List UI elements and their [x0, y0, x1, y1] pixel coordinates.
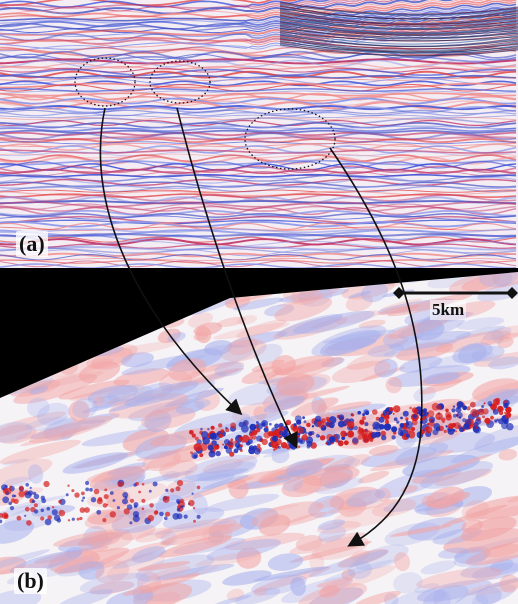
panel-a-label: (a) — [16, 231, 48, 257]
seismic-section-image — [0, 0, 518, 268]
panel-a-seismic-section — [0, 0, 518, 268]
panel-b-label: (b) — [14, 568, 47, 594]
scale-bar-label: 5km — [430, 300, 467, 320]
